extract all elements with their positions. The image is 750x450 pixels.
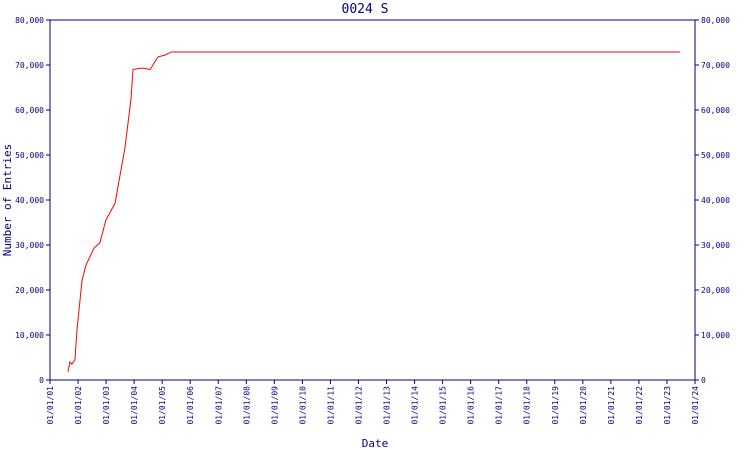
- y-tick-label: 80,000: [15, 16, 44, 25]
- x-tick-label: 01/01/02: [74, 386, 83, 425]
- x-tick-label: 01/01/20: [579, 386, 588, 425]
- x-tick-label: 01/01/23: [663, 386, 672, 425]
- x-tick-label: 01/01/12: [354, 386, 363, 425]
- x-tick-label: 01/01/01: [46, 386, 55, 425]
- x-tick-label: 01/01/04: [130, 386, 139, 425]
- y-tick-label: 60,000: [15, 106, 44, 115]
- y-tick-label: 40,000: [15, 196, 44, 205]
- y2-tick-label: 60,000: [701, 106, 730, 115]
- y2-tick-label: 70,000: [701, 61, 730, 70]
- x-tick-label: 01/01/15: [439, 386, 448, 425]
- data-line: [67, 51, 681, 372]
- x-tick-label: 01/01/24: [691, 386, 700, 425]
- x-tick-label: 01/01/06: [186, 386, 195, 425]
- x-tick-label: 01/01/13: [383, 386, 392, 425]
- y2-tick-label: 0: [701, 376, 706, 385]
- y2-tick-label: 40,000: [701, 196, 730, 205]
- y-tick-label: 70,000: [15, 61, 44, 70]
- y-tick-label: 30,000: [15, 241, 44, 250]
- y2-tick-label: 30,000: [701, 241, 730, 250]
- x-axis-label: Date: [362, 437, 389, 450]
- y2-tick-label: 50,000: [701, 151, 730, 160]
- x-tick-label: 01/01/08: [242, 386, 251, 425]
- y2-tick-label: 20,000: [701, 286, 730, 295]
- x-tick-label: 01/01/21: [607, 386, 616, 425]
- y-tick-label: 0: [39, 376, 44, 385]
- chart-title: 0024 S: [342, 2, 389, 17]
- plot-frame: [49, 19, 696, 381]
- y-tick-label: 20,000: [15, 286, 44, 295]
- y-axis-label: Number of Entries: [1, 144, 14, 257]
- x-tick-label: 01/01/10: [298, 386, 307, 425]
- x-tick-label: 01/01/17: [495, 386, 504, 425]
- y-tick-label: 10,000: [15, 331, 44, 340]
- x-tick-label: 01/01/18: [523, 386, 532, 425]
- x-tick-label: 01/01/14: [411, 386, 420, 425]
- y2-tick-label: 80,000: [701, 16, 730, 25]
- x-tick-label: 01/01/22: [635, 386, 644, 425]
- x-tick-label: 01/01/03: [102, 386, 111, 425]
- x-tick-label: 01/01/05: [158, 386, 167, 425]
- y-tick-label: 50,000: [15, 151, 44, 160]
- x-tick-label: 01/01/09: [270, 386, 279, 425]
- x-tick-label: 01/01/11: [326, 386, 335, 425]
- y2-tick-label: 10,000: [701, 331, 730, 340]
- x-tick-label: 01/01/16: [467, 386, 476, 425]
- x-tick-label: 01/01/07: [214, 386, 223, 425]
- x-tick-label: 01/01/19: [551, 386, 560, 425]
